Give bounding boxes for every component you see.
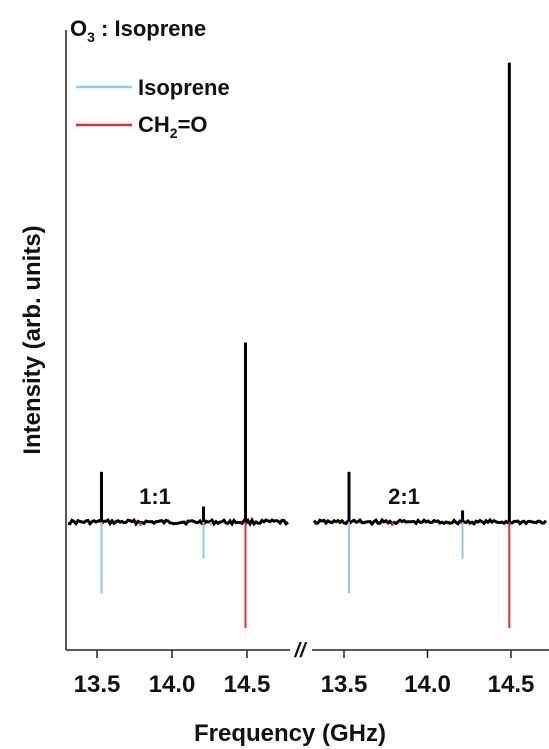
baseline-trace bbox=[312, 517, 548, 527]
x-axis-break: // bbox=[293, 640, 308, 662]
y-axis-label: Intensity (arb. units) bbox=[19, 225, 46, 454]
x-axis-label: Frequency (GHz) bbox=[194, 720, 386, 747]
legend-label-ch2o-main: CH bbox=[138, 112, 170, 137]
baseline-trace bbox=[67, 516, 289, 527]
x-tick-label: 14.5 bbox=[224, 671, 271, 698]
chart-title-subscript: 3 bbox=[87, 29, 95, 45]
panel-label: 2:1 bbox=[388, 484, 420, 509]
legend-label-isoprene: Isoprene bbox=[138, 75, 230, 100]
spectrum-panels: 1:1 13.5 14.0 14.5 2:1 13.5 14.0 14.5 bbox=[67, 62, 548, 698]
x-tick-label: 13.5 bbox=[321, 671, 368, 698]
legend-label-ch2o-suffix: =O bbox=[178, 112, 208, 137]
x-tick-label: 14.0 bbox=[404, 671, 451, 698]
legend-label-ch2o: CH2=O bbox=[138, 112, 208, 141]
legend: Isoprene CH2=O bbox=[76, 75, 230, 141]
panel-label: 1:1 bbox=[139, 484, 171, 509]
legend-label-ch2o-sub: 2 bbox=[170, 125, 178, 141]
x-tick-label: 13.5 bbox=[74, 671, 121, 698]
x-tick-label: 14.0 bbox=[149, 671, 196, 698]
chart-title-main: O bbox=[70, 16, 87, 41]
x-tick-label: 14.5 bbox=[488, 671, 535, 698]
chart-title-rest: : Isoprene bbox=[95, 16, 206, 41]
chart-title: O3 : Isoprene bbox=[70, 16, 206, 45]
